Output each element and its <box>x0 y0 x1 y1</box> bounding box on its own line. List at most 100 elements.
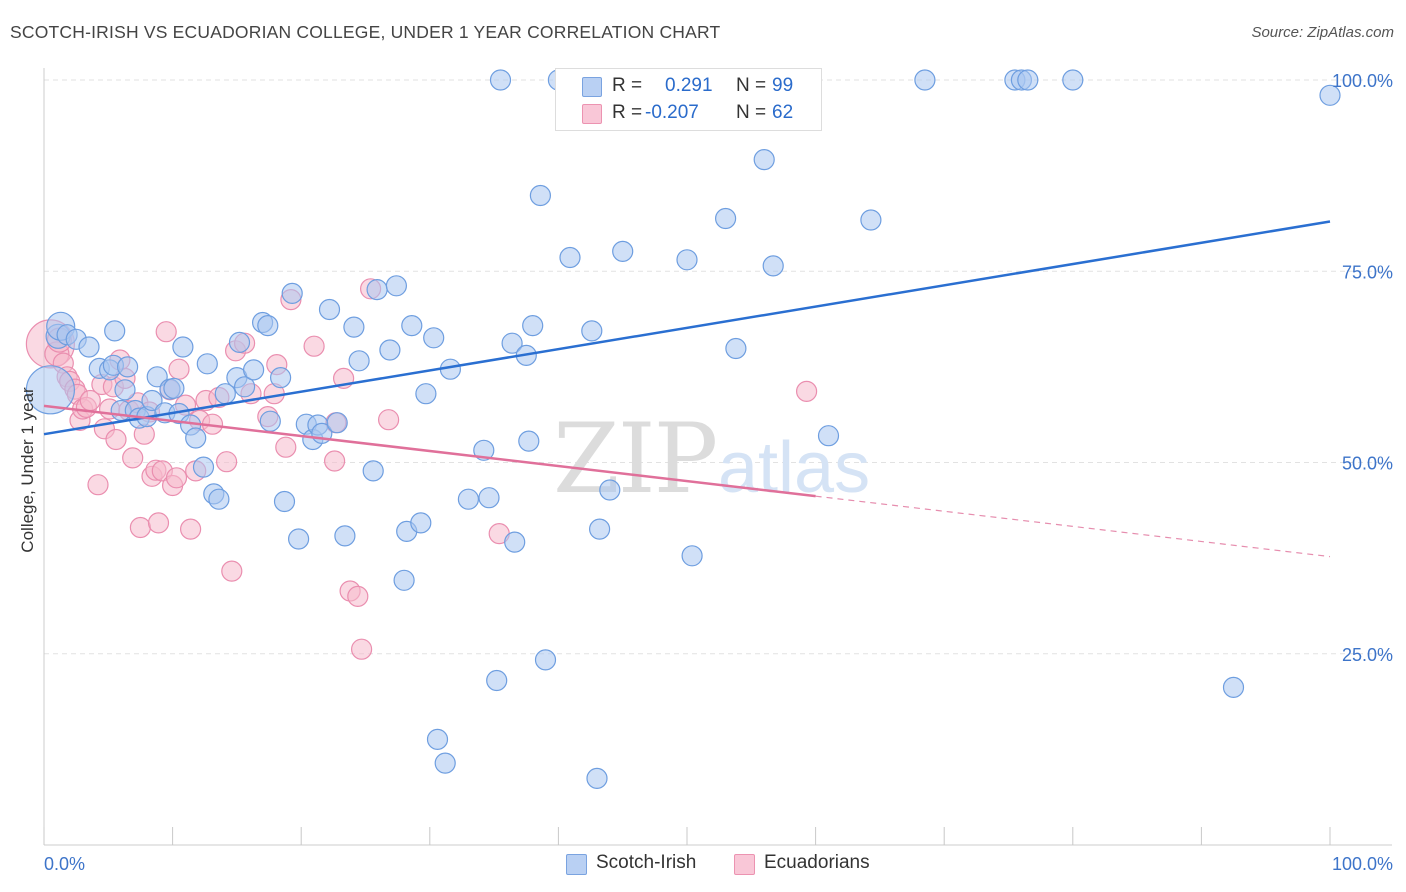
ecuadorians-swatch <box>582 104 602 124</box>
n-value: 99 <box>772 75 794 96</box>
ecuadorians-point <box>165 467 188 489</box>
scotch-irish-swatch <box>582 77 602 97</box>
ecuadorians-point <box>122 447 144 469</box>
scotch-irish-point <box>426 728 449 751</box>
ecuadorians-point <box>216 451 238 473</box>
scotch-irish-point <box>366 279 388 301</box>
y-tick-label: 75.0% <box>1342 262 1393 282</box>
scotch-irish-point <box>401 315 423 337</box>
stats-box: R = 0.291 N = 99 R = -0.207 N = 62 <box>555 68 822 131</box>
scotch-irish-point <box>612 240 634 262</box>
r-label: R = <box>612 75 643 96</box>
x-tick-label: 100.0% <box>1332 854 1393 874</box>
y-axis-label: College, Under 1 year <box>18 387 37 553</box>
scotch-irish-point <box>141 389 163 412</box>
ecuadorians-point <box>378 409 400 431</box>
scotch-irish-point <box>348 350 370 372</box>
scotch-irish-point <box>599 479 621 501</box>
scotch-irish-point <box>257 315 279 337</box>
scotch-irish-point <box>362 460 384 482</box>
scotch-irish-point <box>534 649 557 671</box>
scotch-irish-point <box>581 320 603 342</box>
scotch-irish-point <box>478 487 500 509</box>
scotch-irish-point <box>559 246 581 269</box>
scotch-irish-point <box>281 282 303 304</box>
scotch-irish-point <box>457 488 479 510</box>
y-tick-label: 100.0% <box>1332 71 1393 91</box>
scotch-irish-point <box>529 184 552 207</box>
ecuadorians-point <box>324 450 346 472</box>
legend-swatch-pink <box>734 854 755 875</box>
scotch-irish-point <box>288 528 310 550</box>
legend-swatch-blue <box>566 854 587 875</box>
scotch-irish-point <box>762 255 784 277</box>
scotch-irish-point <box>588 518 611 540</box>
watermark-atlas: atlas <box>718 428 870 508</box>
scotch-irish-point <box>318 298 341 321</box>
scotch-irish-point <box>725 337 747 360</box>
ecuadorians-point <box>275 436 297 458</box>
scotch-irish-point <box>753 149 775 171</box>
ecuadorians-point <box>221 560 243 582</box>
watermark-zip: ZIP <box>553 403 716 515</box>
scotch-irish-point <box>410 512 432 534</box>
scotch-irish-point <box>228 331 251 353</box>
scotch-irish-point <box>586 767 608 790</box>
ecuadorians-trend-extension <box>815 495 1331 558</box>
scotch-irish-point <box>518 430 540 452</box>
scotch-irish-point <box>334 525 356 547</box>
n-label: N = <box>736 75 767 96</box>
ecuadorians-trend-line <box>43 404 816 498</box>
scotch-irish-point <box>860 209 882 231</box>
n-label: N = <box>736 102 767 123</box>
axes <box>43 68 1392 846</box>
scotch-irish-point <box>434 752 456 774</box>
scotch-irish-point <box>914 69 936 91</box>
scotch-irish-point <box>522 315 544 337</box>
ecuadorians-point <box>155 321 177 343</box>
scotch-irish-point <box>273 490 296 513</box>
scotch-irish-point <box>116 356 139 378</box>
scotch-irish-point <box>208 488 230 510</box>
r-label: R = <box>612 102 643 123</box>
scotch-irish-point <box>259 410 281 432</box>
scotch-irish-point <box>714 207 737 230</box>
scotch-irish-point <box>185 427 207 449</box>
scotch-irish-point <box>146 366 168 388</box>
tick-labels: 25.0% 50.0% 75.0% 100.0% 0.0% 100.0% <box>44 71 1393 874</box>
r-value: 0.291 <box>665 75 713 96</box>
scotch-irish-point <box>192 456 215 478</box>
scotch-irish-point <box>163 377 185 399</box>
ecuadorians-point <box>795 380 818 402</box>
y-tick-label: 25.0% <box>1342 645 1393 665</box>
scotch-irish-point <box>104 320 126 342</box>
scotch-irish-point <box>1017 69 1039 91</box>
scotch-irish-point <box>676 249 698 271</box>
scotch-irish-point <box>343 316 365 338</box>
scotch-irish-point <box>504 531 526 553</box>
ecuadorians-point <box>105 428 127 451</box>
scotch-irish-point <box>172 336 194 358</box>
ecuadorians-point <box>168 358 190 380</box>
ecuadorians-point <box>347 585 369 608</box>
ecuadorians-point <box>129 516 151 539</box>
scotch-irish-point <box>501 332 523 354</box>
scotch-irish-point <box>1062 69 1084 91</box>
ecuadorians-point <box>351 638 373 660</box>
source-credit: Source: ZipAtlas.com <box>1251 24 1394 41</box>
x-tick-label: 0.0% <box>44 854 85 874</box>
scotch-irish-trend-line <box>43 220 1331 436</box>
legend-label: Scotch-Irish <box>596 852 697 873</box>
scotch-irish-point <box>423 327 445 349</box>
scotch-irish-point <box>1222 676 1245 699</box>
scotch-irish-point <box>415 383 437 405</box>
scotch-irish-point <box>385 275 407 297</box>
scotch-irish-point <box>196 353 218 375</box>
scotch-irish-point <box>270 367 292 389</box>
ecuadorians-point <box>87 474 109 496</box>
r-value: -0.207 <box>645 102 699 123</box>
scotch-irish-point <box>326 412 348 434</box>
scotch-irish-point <box>243 359 265 381</box>
scotch-irish-point <box>25 365 76 415</box>
